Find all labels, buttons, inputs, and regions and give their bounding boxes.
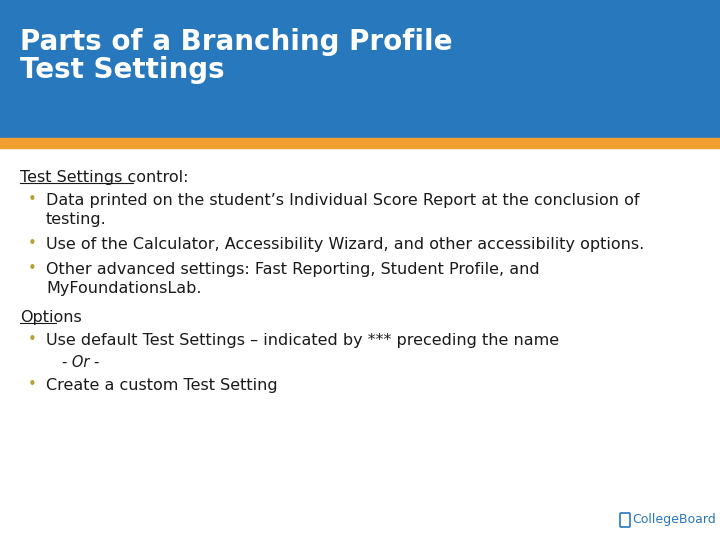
Text: - Or -: - Or - <box>62 355 99 370</box>
Text: •: • <box>28 192 37 207</box>
Text: Test Settings control:: Test Settings control: <box>20 170 189 185</box>
Text: Use of the Calculator, Accessibility Wizard, and other accessibility options.: Use of the Calculator, Accessibility Wiz… <box>46 237 644 252</box>
Text: testing.: testing. <box>46 212 107 227</box>
Bar <box>0 0 720 138</box>
Bar <box>0 138 720 148</box>
Text: Use default Test Settings – indicated by *** preceding the name: Use default Test Settings – indicated by… <box>46 333 559 348</box>
Text: •: • <box>28 377 37 392</box>
Text: Options: Options <box>20 310 82 325</box>
Text: Other advanced settings: Fast Reporting, Student Profile, and: Other advanced settings: Fast Reporting,… <box>46 262 539 277</box>
Text: Parts of a Branching Profile: Parts of a Branching Profile <box>20 28 452 56</box>
Text: Create a custom Test Setting: Create a custom Test Setting <box>46 378 278 393</box>
Text: •: • <box>28 261 37 276</box>
Text: •: • <box>28 332 37 347</box>
Text: •: • <box>28 236 37 251</box>
Text: MyFoundationsLab.: MyFoundationsLab. <box>46 281 202 296</box>
Text: CollegeBoard: CollegeBoard <box>632 512 716 525</box>
Text: Data printed on the student’s Individual Score Report at the conclusion of: Data printed on the student’s Individual… <box>46 193 639 208</box>
Text: Test Settings: Test Settings <box>20 56 225 84</box>
